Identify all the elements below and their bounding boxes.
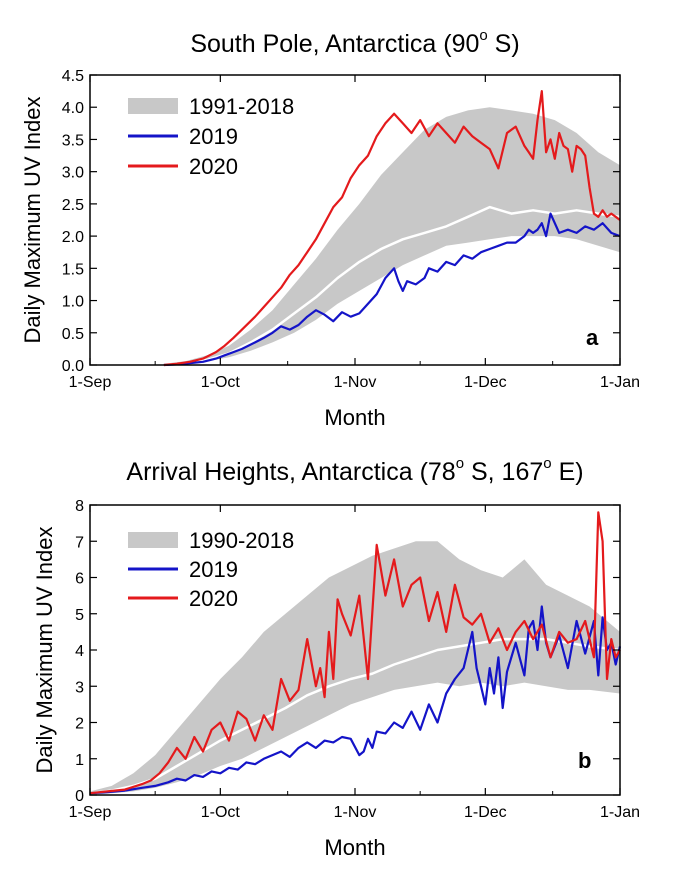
- legend-label-2019-b: 2019: [189, 557, 238, 582]
- x-tick-label: 1-Dec: [464, 804, 507, 821]
- y-tick-label: 7: [75, 534, 84, 551]
- legend-label-band-a: 1991-2018: [189, 94, 294, 119]
- series-2020-line-b: [89, 511, 621, 795]
- x-tick-label: 1-Jan: [600, 804, 640, 821]
- panel-b: Arrival Heights, Antarctica (78o S, 167o…: [32, 455, 640, 860]
- y-tick-label: 0: [75, 788, 84, 805]
- y-tick-label: 5: [75, 607, 84, 624]
- degree-mark: o: [479, 27, 487, 44]
- legend-label-2020-b: 2020: [189, 586, 238, 611]
- y-tick-label: 3.0: [62, 165, 84, 182]
- chart-title-b: Arrival Heights, Antarctica (78o S, 167o…: [126, 455, 583, 486]
- chart-title-a: South Pole, Antarctica (90o S): [190, 27, 519, 58]
- x-tick-label: 1-Dec: [464, 374, 507, 391]
- x-tick-label: 1-Nov: [334, 374, 377, 391]
- y-tick-label: 2.5: [62, 197, 84, 214]
- y-tick-label: 4.0: [62, 100, 84, 117]
- series-2019-line-a: [163, 212, 621, 367]
- x-tick-label: 1-Jan: [600, 374, 640, 391]
- y-tick-label: 4.5: [62, 68, 84, 85]
- y-tick-label: 1.5: [62, 261, 84, 278]
- panel-label-b: b: [578, 748, 591, 773]
- degree-mark: o: [543, 455, 551, 472]
- y-tick-label: 3: [75, 679, 84, 696]
- y-axis-label-a: Daily Maximum UV Index: [20, 97, 45, 344]
- legend-label-2020-a: 2020: [189, 154, 238, 179]
- y-tick-label: 3.5: [62, 132, 84, 149]
- legend-a: 1991-2018 2019 2020: [128, 94, 294, 179]
- y-tick-label: 6: [75, 571, 84, 588]
- climatology-mean-line-b: [89, 637, 621, 795]
- legend-b: 1990-2018 2019 2020: [128, 528, 294, 611]
- x-tick-label: 1-Oct: [201, 804, 241, 821]
- legend-label-2019-a: 2019: [189, 124, 238, 149]
- series-2020-line-a: [163, 90, 621, 367]
- climatology-band-b: [90, 541, 620, 795]
- panel-label-a: a: [586, 325, 599, 350]
- x-tick-label: 1-Oct: [201, 374, 241, 391]
- climatology-mean-line-a: [163, 205, 621, 367]
- y-tick-label: 2: [75, 716, 84, 733]
- x-tick-label: 1-Nov: [334, 804, 377, 821]
- y-tick-label: 0.5: [62, 326, 84, 343]
- y-tick-label: 4: [75, 643, 84, 660]
- plot-area-a: 1-Sep 1-Oct 1-Nov 1-Dec 1-Jan 0.0 0.5 1.0 1.5 2.0…: [62, 68, 640, 391]
- y-axis-label-b: Daily Maximum UV Index: [32, 527, 57, 774]
- x-axis-label-b: Month: [324, 835, 385, 860]
- plot-area-b: 1-Sep 1-Oct 1-Nov 1-Dec 1-Jan 0 1 2 3 4 5 6 7 8: [69, 498, 640, 821]
- climatology-band-a: [163, 107, 620, 365]
- x-tick-label: 1-Sep: [69, 804, 112, 821]
- x-axis-label-a: Month: [324, 405, 385, 430]
- degree-mark: o: [456, 455, 464, 472]
- x-tick-label: 1-Sep: [69, 374, 112, 391]
- y-tick-label: 1.0: [62, 294, 84, 311]
- y-tick-label: 0.0: [62, 358, 84, 375]
- y-tick-label: 8: [75, 498, 84, 515]
- y-tick-label: 2.0: [62, 229, 84, 246]
- legend-label-band-b: 1990-2018: [189, 528, 294, 553]
- panel-a: South Pole, Antarctica (90o S) 1-Sep 1-Oc…: [20, 27, 640, 430]
- y-tick-label: 1: [75, 752, 84, 769]
